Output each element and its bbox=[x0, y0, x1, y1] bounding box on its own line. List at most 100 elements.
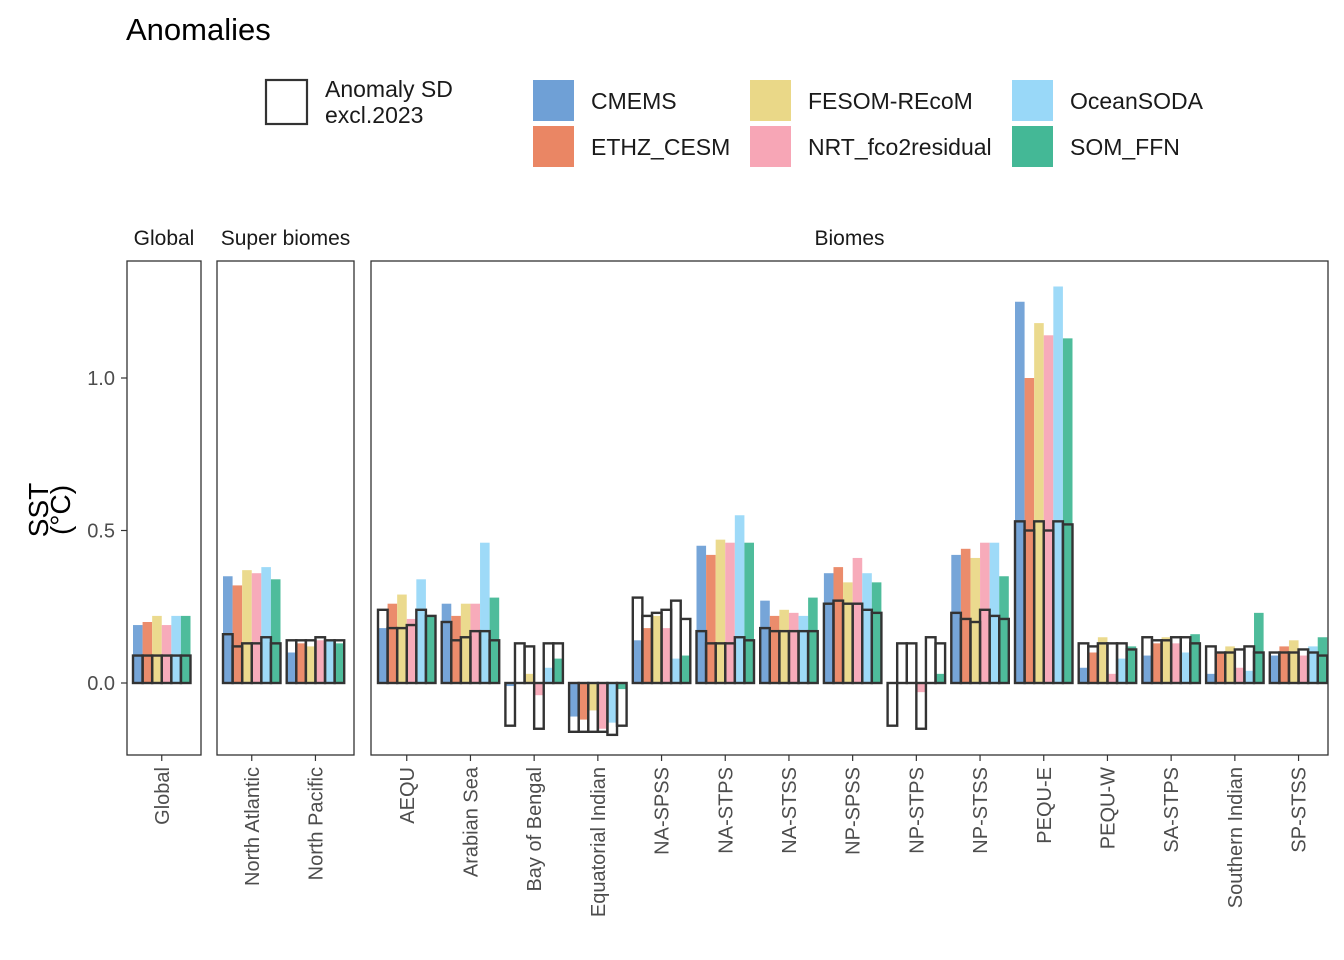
x-tick-label: NP-STPS bbox=[906, 767, 928, 854]
bar-nrt-fco2residual bbox=[980, 542, 990, 683]
panels: Global Global Super biomes North Atlantic No… bbox=[126, 227, 1329, 917]
bar-anomaly-sd bbox=[895, 642, 908, 685]
bar-cmems bbox=[1142, 655, 1152, 683]
bar-som-ffn bbox=[334, 643, 345, 683]
x-tick-label: SA-STPS bbox=[1161, 767, 1183, 853]
bar-anomaly-sd bbox=[1316, 654, 1329, 685]
legend-label-fesom-recom: FESOM-REcoM bbox=[808, 88, 973, 114]
bar-nrt-fco2residual bbox=[1298, 655, 1309, 683]
bar-fesom-recom bbox=[715, 539, 726, 683]
bar-ethz-cesm bbox=[451, 615, 461, 683]
bar-nrt-fco2residual bbox=[251, 573, 262, 683]
x-tick-label: Arabian Sea bbox=[460, 766, 482, 877]
bar-nrt-fco2residual bbox=[725, 542, 735, 683]
panel-border bbox=[216, 260, 355, 756]
y-tick-label: 0.5 bbox=[87, 521, 115, 543]
bar-anomaly-sd bbox=[424, 614, 437, 685]
panel-border bbox=[126, 260, 202, 756]
bar-oceansoda bbox=[416, 579, 426, 683]
bar-nrt-fco2residual bbox=[406, 618, 417, 683]
bar-ethz-cesm bbox=[1215, 652, 1226, 683]
bar-ethz-cesm bbox=[142, 622, 153, 683]
chart-title: Anomalies bbox=[126, 12, 271, 47]
bar-anomaly-sd bbox=[806, 629, 819, 685]
bar-anomaly-sd bbox=[523, 645, 536, 685]
bar-nrt-fco2residual bbox=[661, 628, 672, 683]
bar-anomaly-sd bbox=[679, 617, 692, 685]
bar-nrt-fco2residual bbox=[1107, 673, 1118, 683]
x-tick-label: North Atlantic bbox=[242, 767, 264, 886]
bar-cmems bbox=[286, 652, 297, 683]
bar-cmems bbox=[1269, 655, 1280, 683]
bar-cmems bbox=[223, 576, 233, 683]
category-na-spss: NA-SPSS bbox=[631, 596, 692, 855]
y-tick-label: 1.0 bbox=[87, 368, 115, 390]
bar-fesom-recom bbox=[651, 615, 662, 683]
bar-oceansoda bbox=[543, 667, 554, 683]
bar-nrt-fco2residual bbox=[1043, 335, 1054, 683]
legend-key-ethz-cesm bbox=[533, 126, 574, 167]
bar-oceansoda bbox=[798, 615, 809, 683]
bar-oceansoda bbox=[261, 567, 271, 683]
legend-key-fesom-recom bbox=[750, 80, 791, 121]
panel-border bbox=[370, 260, 1329, 756]
bar-oceansoda bbox=[1053, 286, 1063, 683]
bar-som-ffn bbox=[871, 582, 882, 683]
y-ticks: 0.0 0.5 1.0 bbox=[87, 368, 127, 695]
bar-fesom-recom bbox=[524, 673, 535, 683]
category-pequ-e: PEQU-E bbox=[1013, 286, 1074, 844]
x-tick-label: NA-STSS bbox=[779, 767, 801, 854]
bar-ethz-cesm bbox=[1279, 646, 1289, 683]
panel-strip-label: Biomes bbox=[814, 227, 884, 250]
bar-som-ffn bbox=[1062, 338, 1073, 683]
category-np-stps: NP-STPS bbox=[886, 636, 947, 854]
category-sp-stss: SP-STSS bbox=[1268, 637, 1329, 853]
bar-som-ffn bbox=[553, 658, 563, 683]
bar-anomaly-sd bbox=[1061, 523, 1074, 685]
x-tick-label: NP-SPSS bbox=[843, 767, 865, 855]
bar-fesom-recom bbox=[397, 594, 407, 683]
bar-nrt-fco2residual bbox=[597, 683, 608, 729]
bar-oceansoda bbox=[607, 683, 618, 723]
category-north-pacific: North Pacific bbox=[285, 636, 346, 880]
bar-nrt-fco2residual bbox=[315, 640, 326, 683]
x-tick-label: SP-STSS bbox=[1289, 767, 1311, 853]
bar-cmems bbox=[1078, 667, 1089, 683]
bar-fesom-recom bbox=[1225, 646, 1235, 683]
bar-anomaly-sd bbox=[488, 639, 501, 685]
bar-nrt-fco2residual bbox=[534, 683, 544, 696]
bar-fesom-recom bbox=[152, 615, 162, 683]
legend-entries: CMEMS ETHZ_CESM FESOM-REcoM NRT_fco2residua… bbox=[533, 80, 1204, 167]
bar-oceansoda bbox=[734, 515, 745, 683]
bar-cmems bbox=[696, 545, 707, 683]
bar-som-ffn bbox=[935, 673, 946, 683]
bar-fesom-recom bbox=[970, 557, 981, 683]
bar-anomaly-sd bbox=[504, 681, 517, 727]
legend-key-oceansoda bbox=[1012, 80, 1053, 121]
legend-label-oceansoda: OceanSODA bbox=[1070, 88, 1204, 114]
bar-som-ffn bbox=[680, 655, 691, 683]
bar-nrt-fco2residual bbox=[852, 557, 863, 683]
bar-anomaly-sd bbox=[915, 681, 928, 730]
bar-som-ffn bbox=[744, 542, 754, 683]
bar-som-ffn bbox=[1190, 634, 1200, 683]
category-global: Global bbox=[131, 615, 192, 825]
bar-fesom-recom bbox=[460, 603, 471, 683]
x-tick-label: PEQU-E bbox=[1034, 767, 1056, 844]
bar-cmems bbox=[133, 625, 143, 683]
bar-som-ffn bbox=[425, 615, 436, 683]
x-tick-label: NA-SPSS bbox=[652, 767, 674, 855]
bar-cmems bbox=[632, 640, 643, 683]
bar-fesom-recom bbox=[779, 609, 789, 683]
bar-fesom-recom bbox=[305, 646, 316, 683]
bar-ethz-cesm bbox=[1088, 652, 1098, 683]
bar-anomaly-sd bbox=[924, 636, 937, 685]
bar-nrt-fco2residual bbox=[916, 683, 926, 693]
category-bay-of-bengal: Bay of Bengal bbox=[504, 642, 565, 892]
bar-fesom-recom bbox=[1097, 637, 1108, 683]
bar-anomaly-sd bbox=[998, 617, 1011, 685]
bar-cmems bbox=[441, 603, 452, 683]
legend-key-nrt-fco2residual bbox=[750, 126, 791, 167]
bar-oceansoda bbox=[480, 542, 490, 683]
bar-ethz-cesm bbox=[960, 548, 971, 683]
